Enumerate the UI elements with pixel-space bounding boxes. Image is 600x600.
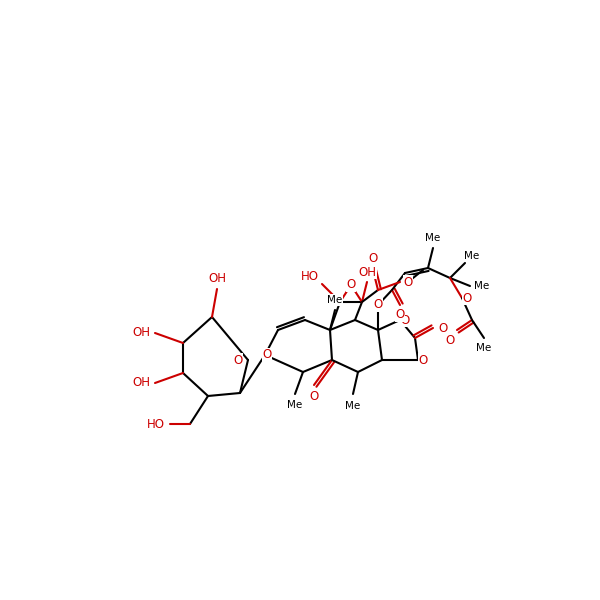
Text: O: O xyxy=(233,353,242,367)
Text: Me: Me xyxy=(476,343,491,353)
Text: O: O xyxy=(445,334,455,346)
Text: Me: Me xyxy=(464,251,479,261)
Text: OH: OH xyxy=(132,377,150,389)
Text: Me: Me xyxy=(425,233,440,243)
Text: O: O xyxy=(400,313,410,326)
Text: Me: Me xyxy=(328,295,343,305)
Text: HO: HO xyxy=(147,418,165,431)
Text: O: O xyxy=(395,308,404,322)
Text: Me: Me xyxy=(475,281,490,291)
Text: O: O xyxy=(463,292,472,304)
Text: HO: HO xyxy=(301,271,319,283)
Text: O: O xyxy=(368,251,377,265)
Text: O: O xyxy=(310,391,319,403)
Text: O: O xyxy=(403,275,413,289)
Text: O: O xyxy=(262,349,272,361)
Text: OH: OH xyxy=(132,326,150,340)
Text: Me: Me xyxy=(346,401,361,411)
Text: Me: Me xyxy=(287,400,302,410)
Text: O: O xyxy=(373,298,383,311)
Text: O: O xyxy=(439,322,448,335)
Text: OH: OH xyxy=(208,272,226,286)
Text: O: O xyxy=(418,353,428,367)
Text: OH: OH xyxy=(358,265,376,278)
Text: O: O xyxy=(346,278,356,292)
